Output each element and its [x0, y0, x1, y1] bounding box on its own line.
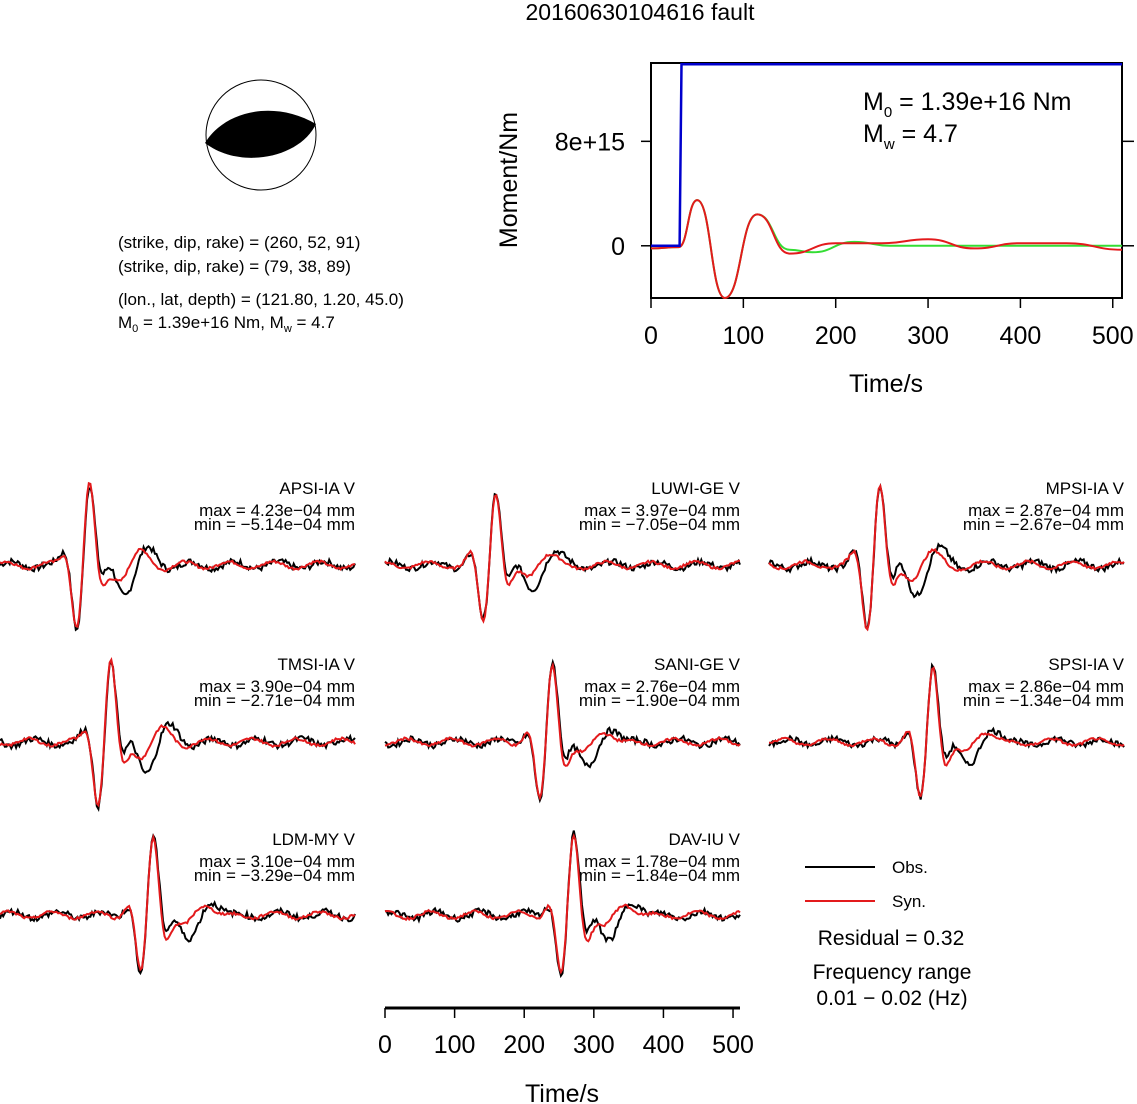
station-label: SANI-GE V	[654, 655, 741, 674]
station-label: DAV-IU V	[669, 830, 741, 849]
waveform-xtick-label: 400	[643, 1031, 685, 1059]
waveform-xtick-label: 300	[573, 1031, 615, 1059]
legend-syn-label: Syn.	[892, 892, 926, 911]
moment-xtick-label: 400	[1000, 322, 1042, 350]
moment-frame	[650, 62, 1123, 299]
waveform-xtick-label: 0	[378, 1031, 392, 1059]
waveform-min-label: min = −5.14e−04 mm	[194, 515, 355, 534]
legend-obs-label: Obs.	[892, 858, 928, 877]
frequency-range-value: 0.01 − 0.02 (Hz)	[816, 987, 967, 1010]
waveform-min-label: min = −7.05e−04 mm	[579, 515, 740, 534]
waveform-max-label: max = 2.76e−04 mm	[584, 677, 740, 696]
moment-ytick-label: 0	[611, 233, 625, 261]
waveform-min-label: min = −1.84e−04 mm	[579, 866, 740, 885]
moment-ytick-label: 8e+15	[555, 128, 625, 156]
beachball-icon	[205, 79, 317, 191]
waveform-max-label: max = 1.78e−04 mm	[584, 852, 740, 871]
moment-curves	[650, 63, 1123, 300]
moment-xtick-label: 300	[907, 322, 949, 350]
moment-xtick-label: 200	[815, 322, 857, 350]
waveform-min-label: min = −2.67e−04 mm	[963, 515, 1124, 534]
station-label: TMSI-IA V	[278, 655, 356, 674]
waveform-max-label: max = 2.87e−04 mm	[968, 501, 1124, 520]
mechanism-location: (lon., lat, depth) = (121.80, 1.20, 45.0…	[118, 290, 404, 309]
waveform-min-label: min = −3.29e−04 mm	[194, 866, 355, 885]
synthetic-waveform-line	[0, 833, 356, 972]
waveform-min-label: min = −1.34e−04 mm	[963, 691, 1124, 710]
synthetic-waveform-line	[0, 481, 355, 629]
waveform-max-label: max = 3.90e−04 mm	[199, 677, 355, 696]
station-label: MPSI-IA V	[1046, 479, 1125, 498]
moment-rate-fit-line	[650, 199, 1122, 300]
moment-axes: 0 100 200 300 400 500 0 8e+15	[555, 128, 1134, 350]
waveform-max-label: max = 3.97e−04 mm	[584, 501, 740, 520]
moment-ylabel: Moment/Nm	[495, 112, 523, 248]
waveform-max-label: max = 3.10e−04 mm	[199, 852, 355, 871]
legend: Obs. Syn. Residual = 0.32 Frequency rang…	[805, 858, 971, 1010]
moment-cumulative-line	[651, 63, 1122, 248]
waveform-max-label: max = 2.86e−04 mm	[968, 677, 1124, 696]
moment-xtick-label: 100	[722, 322, 764, 350]
waveform-xtick-label: 500	[712, 1031, 754, 1059]
moment-rate-synthetic-line	[650, 199, 1123, 300]
moment-xtick-label: 0	[644, 322, 658, 350]
waveform-max-label: max = 4.23e−04 mm	[199, 501, 355, 520]
waveform-min-label: min = −1.90e−04 mm	[579, 691, 740, 710]
station-label: LUWI-GE V	[651, 479, 740, 498]
waveform-min-label: min = −2.71e−04 mm	[194, 691, 355, 710]
residual-text: Residual = 0.32	[818, 927, 965, 950]
waveform-xlabel: Time/s	[525, 1080, 599, 1104]
station-label: LDM-MY V	[272, 830, 355, 849]
moment-m0-annotation: M0 = 1.39e+16 Nm	[863, 88, 1071, 121]
observed-waveform-line	[384, 492, 741, 620]
station-label: APSI-IA V	[279, 479, 355, 498]
observed-waveform-line	[384, 658, 741, 804]
observed-waveform-line	[0, 486, 356, 632]
synthetic-waveform-line	[384, 493, 741, 624]
moment-xtick-label: 500	[1092, 322, 1134, 350]
mechanism-plane2: (strike, dip, rake) = (79, 38, 89)	[118, 257, 351, 276]
mechanism-plane1: (strike, dip, rake) = (260, 52, 91)	[118, 233, 360, 252]
mechanism-info: (strike, dip, rake) = (260, 52, 91) (str…	[118, 233, 404, 335]
waveform-xtick-label: 200	[503, 1031, 545, 1059]
waveform-xtick-label: 100	[434, 1031, 476, 1059]
synthetic-waveform-line	[384, 661, 741, 801]
mechanism-moment: M0 = 1.39e+16 Nm, Mw = 4.7	[118, 313, 335, 335]
station-label: SPSI-IA V	[1048, 655, 1124, 674]
synthetic-waveform-line	[384, 833, 741, 975]
synthetic-waveform-line	[0, 657, 356, 808]
moment-xlabel: Time/s	[849, 370, 923, 398]
synthetic-waveform-line	[768, 483, 1125, 632]
frequency-range-label: Frequency range	[813, 961, 972, 984]
synthetic-waveform-line	[768, 666, 1125, 798]
waveform-time-axis: 0 100 200 300 400 500	[378, 1006, 754, 1059]
moment-mw-annotation: Mw = 4.7	[863, 120, 958, 153]
figure-title: 20160630104616 fault	[526, 0, 756, 25]
